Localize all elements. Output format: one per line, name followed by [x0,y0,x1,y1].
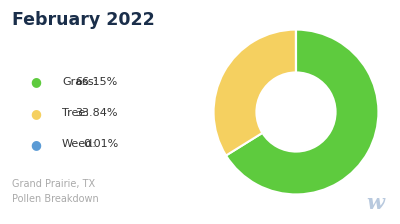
Text: 0.01%: 0.01% [83,140,118,149]
Text: ●: ● [30,75,42,88]
Text: Grass:: Grass: [62,77,97,87]
Text: February 2022: February 2022 [12,11,155,29]
Wedge shape [214,30,296,155]
Text: ●: ● [30,107,42,120]
Text: 33.84%: 33.84% [76,108,118,118]
Text: w: w [366,193,384,213]
Text: Grand Prairie, TX
Pollen Breakdown: Grand Prairie, TX Pollen Breakdown [12,179,99,204]
Text: Tree:: Tree: [62,108,89,118]
Text: ●: ● [30,138,42,151]
Text: 66.15%: 66.15% [76,77,118,87]
Wedge shape [226,30,378,194]
Text: Weed:: Weed: [62,140,97,149]
